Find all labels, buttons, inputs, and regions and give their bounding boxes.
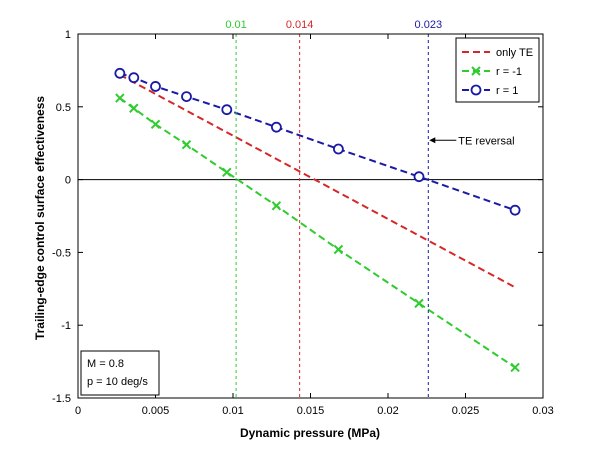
x-tick-label: 0 [75, 405, 81, 417]
y-tick-label: 1 [65, 29, 71, 41]
x-tick-label: 0.02 [377, 405, 398, 417]
x-tick-label: 0.005 [142, 405, 170, 417]
x-axis-label: Dynamic pressure (MPa) [240, 426, 380, 440]
data-point [333, 244, 344, 255]
info-box [80, 350, 160, 396]
data-marks [114, 67, 521, 373]
info-box-line: p = 10 deg/s [87, 376, 148, 388]
series-line [119, 73, 516, 289]
data-point [270, 121, 282, 133]
data-point [128, 72, 140, 84]
data-point [181, 139, 192, 150]
reference-line-label: 0.014 [286, 19, 314, 31]
data-point [115, 93, 125, 103]
legend-label: r = -1 [496, 66, 522, 78]
x-tick-label: 0.015 [297, 405, 325, 417]
y-tick-label: -0.5 [52, 247, 71, 259]
data-point [271, 201, 282, 211]
data-point [221, 104, 233, 116]
data-point [114, 67, 126, 79]
y-tick-label: -1.5 [52, 393, 71, 405]
data-point [222, 167, 232, 178]
data-point [509, 204, 521, 216]
x-tick-label: 0.025 [452, 405, 480, 417]
y-axis-label: Trailing-edge control surface effectiven… [33, 96, 47, 340]
legend-label: only TE [496, 47, 533, 59]
legend-marker [470, 84, 482, 96]
data-point [510, 362, 520, 373]
annotations: TE reversal M = 0.8 p = 10 deg/s [80, 135, 515, 396]
data-point [414, 298, 424, 309]
data-point [150, 81, 161, 92]
x-tick-label: 0.01 [222, 405, 243, 417]
x-tick-label: 0.03 [532, 405, 553, 417]
axes: 0 0.005 0.01 0.015 0.02 0.025 0.03 1 0.5 0 -0.5 -1 -… [52, 29, 554, 417]
y-tick-label: 0 [65, 175, 71, 187]
reference-line-label: 0.01 [225, 19, 246, 31]
reference-line-label: 0.023 [415, 19, 443, 31]
y-tick-label: -1 [61, 320, 71, 332]
legend-marker [471, 66, 481, 76]
legend-box [455, 37, 540, 103]
annotation-label: TE reversal [458, 135, 514, 147]
info-box-line: M = 0.8 [87, 358, 124, 370]
reference-lines: 0.01 0.014 0.023 [225, 19, 442, 398]
data-point [150, 119, 161, 129]
data-point [129, 103, 139, 113]
annotation-arrowhead [429, 137, 436, 144]
data-point [181, 91, 192, 103]
legend: only TE r = -1 r = 1 [455, 37, 540, 103]
data-point [332, 143, 344, 155]
legend-label: r = 1 [496, 85, 518, 97]
y-tick-label: 0.5 [56, 102, 71, 114]
data-point [413, 171, 425, 183]
series-line [119, 97, 516, 369]
